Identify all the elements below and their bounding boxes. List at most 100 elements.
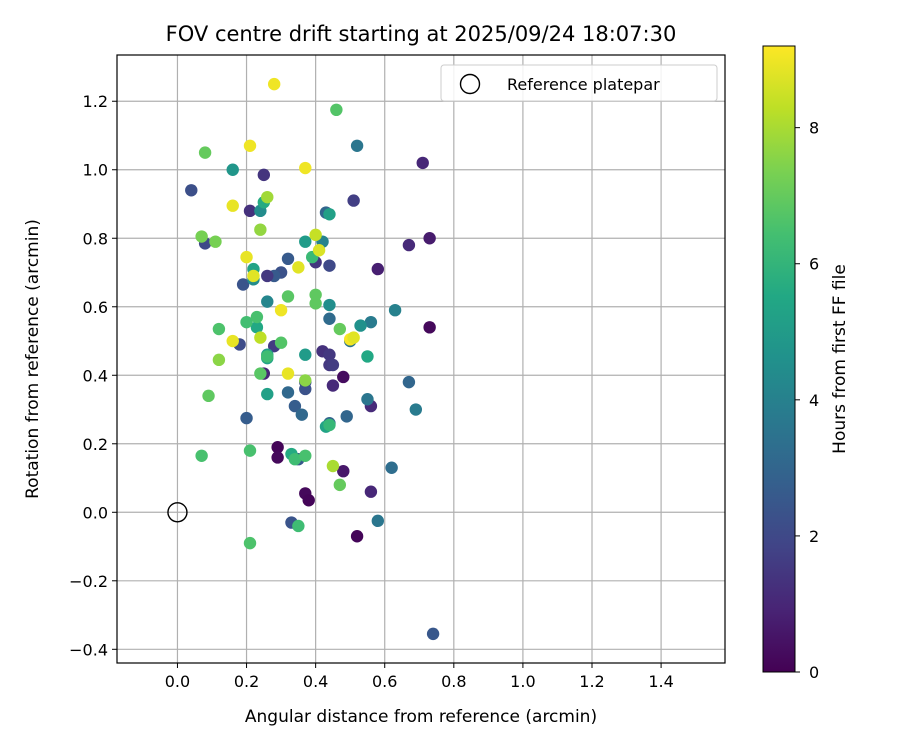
data-point (423, 321, 436, 334)
data-point (309, 228, 322, 242)
data-point (240, 250, 253, 264)
data-point (347, 331, 360, 344)
data-point (323, 208, 336, 221)
data-point (261, 269, 274, 283)
legend-box (440, 64, 718, 102)
data-point (185, 184, 198, 197)
data-point (257, 168, 271, 182)
y-tick-label: 1.0 (83, 161, 108, 180)
data-point (361, 393, 374, 406)
data-point (292, 261, 305, 274)
data-point (409, 403, 423, 416)
data-point (209, 235, 222, 248)
data-point (340, 410, 353, 423)
data-point (254, 331, 267, 344)
colorbar-gradient (762, 45, 796, 673)
data-point (299, 374, 312, 387)
data-point (250, 321, 264, 334)
colorbar-tick-label: 6 (809, 255, 819, 274)
reference-marker-group (167, 502, 188, 523)
x-axis-ticks: 0.0 0.2 0.4 0.6 0.8 1.0 1.2 1.4 (165, 663, 674, 691)
data-point (337, 464, 350, 478)
x-tick-label: 1.2 (579, 672, 604, 691)
x-tick-label: 0.2 (234, 672, 259, 691)
data-point (402, 238, 416, 252)
data-point (333, 322, 347, 336)
data-point (226, 334, 239, 348)
y-tick-label: 0.8 (83, 229, 108, 248)
data-point (312, 244, 326, 257)
data-point (426, 627, 440, 641)
data-point (240, 411, 253, 425)
data-point (323, 348, 336, 361)
plot-frame (116, 54, 726, 664)
y-tick-label: −0.2 (69, 572, 108, 591)
data-point (309, 297, 322, 310)
chart-title: FOV centre drift starting at 2025/09/24 … (166, 22, 677, 46)
data-point (212, 353, 226, 367)
data-point (302, 494, 315, 507)
data-point (299, 235, 312, 248)
y-tick-label: −0.4 (69, 640, 108, 659)
data-point (243, 444, 257, 457)
data-point (295, 408, 309, 421)
data-point (240, 315, 253, 329)
y-tick-label: 0.4 (83, 366, 108, 385)
data-point (274, 336, 288, 349)
x-tick-label: 1.4 (648, 672, 673, 691)
data-point (261, 295, 274, 308)
data-point (299, 348, 312, 361)
y-axis-label: Rotation from reference (arcmin) (23, 219, 43, 499)
data-point (271, 451, 284, 464)
data-point (288, 452, 302, 466)
data-point (330, 103, 343, 117)
colorbar-label: Hours from first FF file (830, 264, 850, 454)
data-point (267, 77, 281, 91)
colorbar-ticks: 0 2 4 6 8 (795, 119, 819, 682)
data-point (195, 230, 208, 243)
data-point (402, 375, 416, 389)
data-point (226, 163, 239, 176)
x-tick-label: 0.8 (441, 672, 466, 691)
data-point (299, 449, 312, 462)
data-point (226, 199, 239, 212)
data-point (281, 252, 295, 266)
data-point (364, 315, 378, 329)
data-point (323, 298, 336, 312)
data-point (243, 536, 257, 550)
data-point (243, 204, 257, 218)
data-point (364, 485, 378, 498)
data-point (292, 519, 305, 533)
y-tick-label: 0.0 (83, 503, 108, 522)
data-point (371, 262, 385, 276)
data-point (323, 259, 336, 272)
data-point (195, 449, 208, 462)
data-point (388, 303, 402, 317)
legend: Reference platepar (440, 64, 718, 102)
data-point (271, 441, 284, 454)
data-point (254, 223, 267, 236)
data-point (288, 399, 302, 413)
data-point (326, 459, 340, 473)
data-point (212, 322, 226, 336)
data-points (185, 77, 440, 641)
data-point (254, 367, 267, 380)
data-point (337, 370, 350, 384)
data-point (326, 379, 340, 392)
x-tick-label: 1.0 (510, 672, 535, 691)
colorbar: 0 2 4 6 8 Hours from first FF file (762, 45, 850, 682)
colorbar-tick-label: 2 (809, 527, 819, 546)
data-point (371, 514, 385, 528)
data-point (326, 358, 340, 372)
data-point (416, 156, 429, 170)
data-point (423, 232, 436, 245)
data-point (198, 146, 212, 159)
data-point (323, 312, 336, 325)
data-point (236, 278, 250, 291)
data-point (333, 478, 347, 492)
x-tick-label: 0.0 (165, 672, 190, 691)
data-point (261, 350, 274, 363)
y-axis-ticks: −0.4 −0.2 0.0 0.2 0.4 0.6 0.8 1.0 1.2 (69, 92, 117, 659)
data-point (299, 161, 312, 175)
